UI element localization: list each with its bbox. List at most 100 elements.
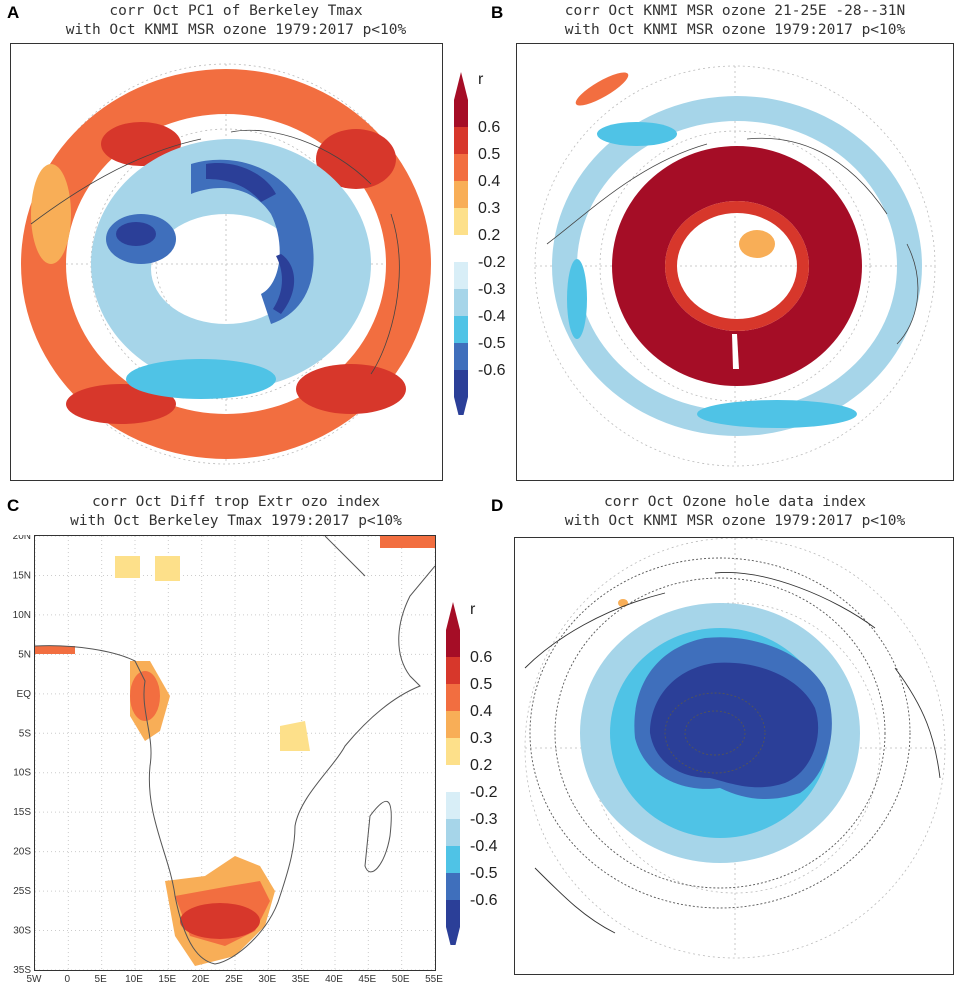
colorbar-bottom-tick-label: 0.2 bbox=[470, 757, 492, 774]
panel-c-patch-central bbox=[280, 721, 310, 751]
panel-b-neg04-w bbox=[567, 259, 587, 339]
colorbar-bottom-tick-label: 0.4 bbox=[470, 703, 492, 720]
panel-a-title-line2: with Oct KNMI MSR ozone 1979:2017 p<10% bbox=[65, 22, 407, 38]
panel-a-title: corr Oct PC1 of Berkeley Tmax with Oct K… bbox=[30, 2, 442, 40]
panel-c-x-tick-label: 40E bbox=[325, 974, 343, 985]
colorbar-bottom-swatch-neg03 bbox=[446, 819, 460, 846]
panel-c-x-tick-label: 50E bbox=[392, 974, 410, 985]
panel-c-y-tick-label: 25S bbox=[13, 886, 31, 897]
colorbar-top-swatch-neg02 bbox=[454, 262, 468, 289]
colorbar-bottom-arrow-bottom bbox=[446, 927, 460, 945]
colorbar-bottom-tick-label: -0.5 bbox=[470, 865, 498, 882]
panel-letter-b: B bbox=[491, 3, 504, 22]
panel-d-neg06 bbox=[650, 662, 819, 788]
panel-a-pos05-sw bbox=[66, 384, 176, 424]
panel-c-y-tick-label: 30S bbox=[13, 926, 31, 937]
colorbar-bottom-label: r bbox=[470, 601, 476, 618]
panel-b-neg04-s bbox=[697, 400, 857, 428]
colorbar-bottom-swatch-pos05 bbox=[446, 657, 460, 684]
colorbar-top-tick-label: -0.3 bbox=[478, 281, 506, 298]
panel-c-patch-west bbox=[35, 646, 75, 654]
panel-c-y-tick-label: 10N bbox=[13, 610, 31, 621]
colorbar-bottom-tick-label: -0.2 bbox=[470, 784, 498, 801]
colorbar-bottom-swatch-white bbox=[446, 765, 460, 792]
panel-b-map bbox=[516, 43, 954, 481]
colorbar-top-swatch-neg04 bbox=[454, 316, 468, 343]
colorbar-bottom-tick-label: 0.6 bbox=[470, 649, 492, 666]
panel-c-madagascar bbox=[364, 800, 392, 873]
panel-c-y-tick-label: EQ bbox=[17, 689, 32, 700]
colorbar-top-swatch-neg06 bbox=[454, 370, 468, 397]
panel-c-x-axis: 5W 0 5E 10E 15E 20E 25E 30E 35E 40E 45E 50E 55E bbox=[27, 974, 444, 985]
colorbar-bottom-swatch-pos06 bbox=[446, 630, 460, 657]
panel-c-map bbox=[34, 535, 436, 971]
panel-a-neg04-bottom bbox=[126, 359, 276, 399]
colorbar-top-swatch-pos05 bbox=[454, 127, 468, 154]
colorbar-bottom-tick-label: 0.3 bbox=[470, 730, 492, 747]
panel-c-patch-arabia bbox=[380, 536, 435, 548]
panel-c-x-tick-label: 5E bbox=[95, 974, 108, 985]
panel-c-x-tick-label: 20E bbox=[192, 974, 210, 985]
colorbar-bottom-swatch-pos03 bbox=[446, 711, 460, 738]
colorbar-bottom-tick-label: -0.4 bbox=[470, 838, 498, 855]
panel-letter-a: A bbox=[7, 3, 20, 22]
colorbar-bottom-arrow-top bbox=[446, 602, 460, 630]
panel-c-x-tick-label: 55E bbox=[425, 974, 443, 985]
panel-c-coastline bbox=[35, 536, 435, 965]
panel-c-x-tick-label: 45E bbox=[358, 974, 376, 985]
colorbar-top-tick-label: 0.4 bbox=[478, 173, 500, 190]
panel-a-ring-neg bbox=[91, 139, 371, 389]
colorbar-bottom-swatch-neg06 bbox=[446, 900, 460, 927]
panel-b-title: corr Oct KNMI MSR ozone 21-25E -28--31N … bbox=[515, 2, 955, 40]
colorbar-bottom-swatch-neg04 bbox=[446, 846, 460, 873]
colorbar-top-swatch-pos04 bbox=[454, 154, 468, 181]
colorbar-top-tick-label: -0.4 bbox=[478, 308, 506, 325]
colorbar-bottom-tick-label: 0.5 bbox=[470, 676, 492, 693]
panel-c-y-tick-label: 5N bbox=[18, 649, 31, 660]
colorbar-top-arrow-top bbox=[454, 72, 468, 100]
panel-a-neg06-left bbox=[116, 222, 156, 246]
colorbar-bottom-swatch-neg02 bbox=[446, 792, 460, 819]
panel-d-title: corr Oct Ozone hole data index with Oct … bbox=[515, 493, 955, 531]
panel-a-pos05-nw bbox=[101, 122, 181, 166]
colorbar-top-label: r bbox=[478, 71, 484, 88]
panel-c-y-tick-label: 35S bbox=[13, 965, 31, 976]
panel-c-y-tick-label: 5S bbox=[19, 728, 32, 739]
colorbar-top-swatch-pos02 bbox=[454, 208, 468, 235]
panel-c-title-line2: with Oct Berkeley Tmax 1979:2017 p<10% bbox=[70, 513, 402, 529]
colorbar-bottom: r 0.6 0.5 0.4 0.3 0.2 -0.2 -0.3 -0.4 -0.5 -0.6 bbox=[446, 601, 498, 945]
panel-c-y-axis: 20N 15N 10N 5N EQ 5S 10S 15S 20S 25S 30S 35S bbox=[13, 535, 32, 976]
panel-b-coastline bbox=[546, 137, 919, 345]
panel-c-y-tick-label: 20S bbox=[13, 847, 31, 858]
panel-letter-d: D bbox=[491, 496, 504, 515]
panel-c-x-tick-label: 5W bbox=[27, 974, 43, 985]
colorbar-top-tick-label: 0.3 bbox=[478, 200, 500, 217]
colorbar-top-tick-label: -0.2 bbox=[478, 254, 506, 271]
panel-c-y-tick-label: 10S bbox=[13, 768, 31, 779]
colorbar-top-tick-label: 0.6 bbox=[478, 119, 500, 136]
colorbar-top-tick-label: 0.5 bbox=[478, 146, 500, 163]
panel-d-map bbox=[514, 537, 954, 975]
panel-c-y-tick-label: 15N bbox=[13, 570, 31, 581]
colorbar-top-arrow-bottom bbox=[454, 397, 468, 415]
panel-b-white-gap bbox=[732, 334, 739, 369]
panel-b-ring-pos06 bbox=[612, 146, 862, 386]
colorbar-top-swatch-pos03 bbox=[454, 181, 468, 208]
panel-c-y-tick-label: 20N bbox=[13, 535, 31, 542]
panel-c-x-tick-label: 25E bbox=[225, 974, 243, 985]
colorbar-top-tick-label: 0.2 bbox=[478, 227, 500, 244]
panel-letter-c: C bbox=[7, 496, 20, 515]
panel-a-pos03-w bbox=[31, 164, 71, 264]
panel-c-patch-sahel-2 bbox=[155, 556, 180, 581]
colorbar-top: r 0.6 0.5 0.4 0.3 0.2 -0.2 -0.3 -0.4 -0.5 -0.6 bbox=[454, 71, 506, 415]
panel-a-pos05-ne bbox=[316, 129, 396, 189]
panel-c-title-line1: corr Oct Diff trop Extr ozo index bbox=[91, 494, 381, 510]
panel-b-title-line1: corr Oct KNMI MSR ozone 21-25E -28--31N bbox=[564, 3, 906, 19]
panel-c-y-tick-label: 15S bbox=[13, 807, 31, 818]
panel-a-title-line1: corr Oct PC1 of Berkeley Tmax bbox=[109, 3, 363, 19]
panel-b-pos03-core bbox=[739, 230, 775, 258]
panel-c-patch-gabon-04 bbox=[130, 671, 160, 721]
panel-b-title-line2: with Oct KNMI MSR ozone 1979:2017 p<10% bbox=[564, 22, 906, 38]
panel-d-title-line2: with Oct KNMI MSR ozone 1979:2017 p<10% bbox=[564, 513, 906, 529]
panel-d-title-line1: corr Oct Ozone hole data index bbox=[604, 494, 866, 510]
